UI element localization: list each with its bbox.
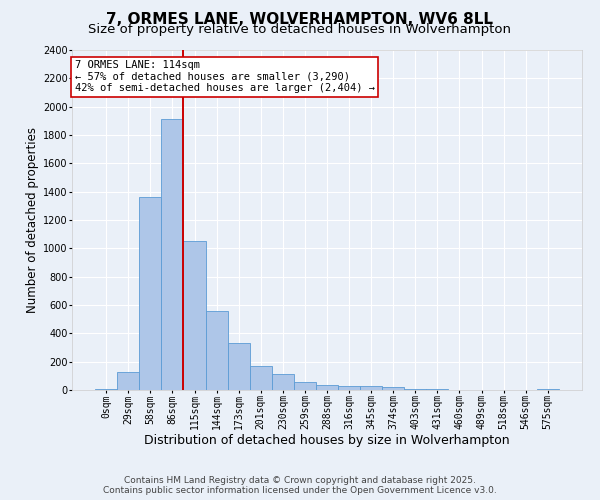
Bar [272,374,294,390]
Bar [184,240,206,390]
Text: Contains HM Land Registry data © Crown copyright and database right 2025.
Contai: Contains HM Land Registry data © Crown c… [103,476,497,495]
Y-axis label: Number of detached properties: Number of detached properties [26,127,39,313]
Text: 7, ORMES LANE, WOLVERHAMPTON, WV6 8LL: 7, ORMES LANE, WOLVERHAMPTON, WV6 8LL [107,12,493,28]
Bar [206,310,227,390]
Bar [338,386,360,390]
Bar [95,388,117,390]
Bar [537,388,559,390]
Bar [360,386,382,390]
Bar [139,198,161,390]
Bar [316,385,338,390]
Bar [382,387,404,390]
Bar [294,382,316,390]
Bar [250,366,272,390]
Text: Size of property relative to detached houses in Wolverhampton: Size of property relative to detached ho… [89,22,511,36]
Bar [161,120,184,390]
X-axis label: Distribution of detached houses by size in Wolverhampton: Distribution of detached houses by size … [144,434,510,446]
Bar [117,372,139,390]
Text: 7 ORMES LANE: 114sqm
← 57% of detached houses are smaller (3,290)
42% of semi-de: 7 ORMES LANE: 114sqm ← 57% of detached h… [74,60,374,94]
Bar [227,342,250,390]
